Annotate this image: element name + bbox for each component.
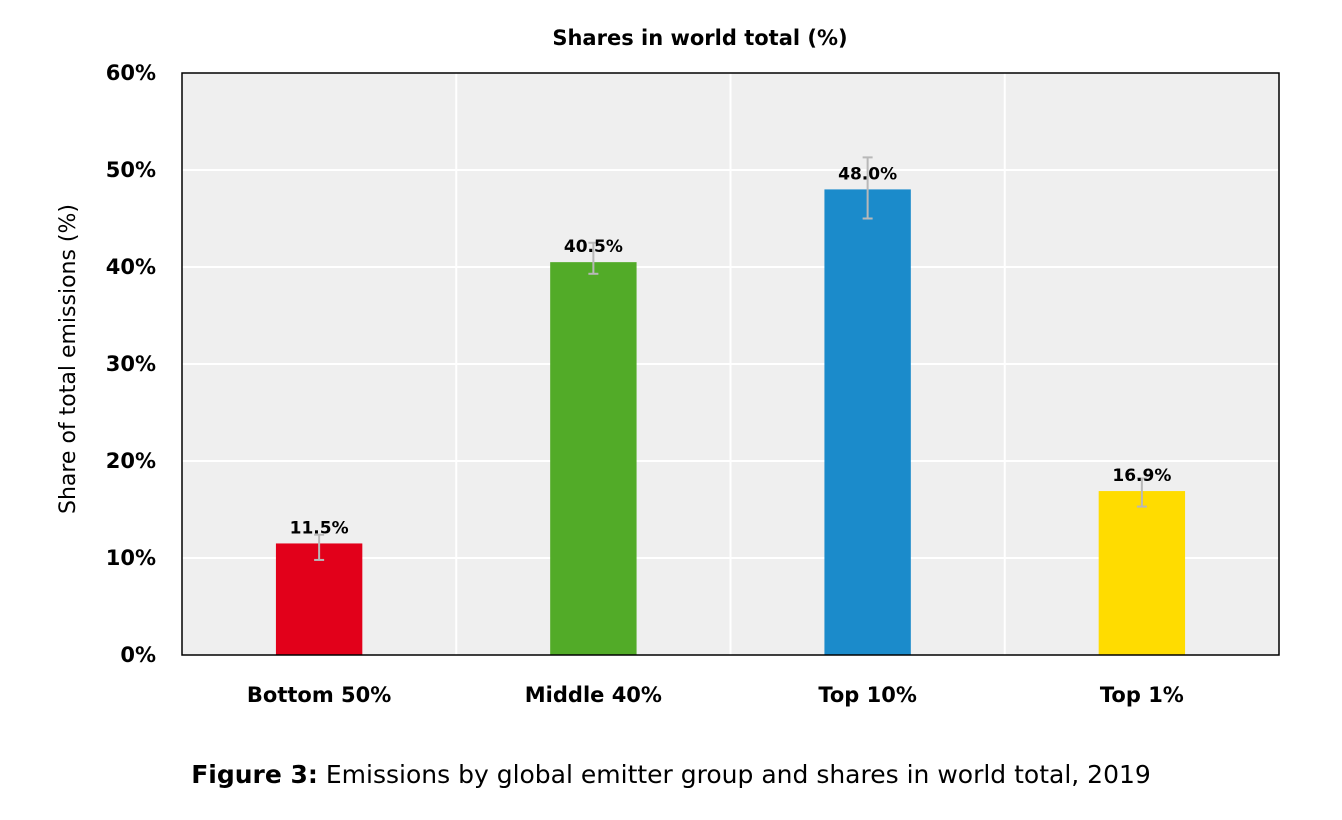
y-axis-label: Share of total emissions (%) (56, 204, 81, 514)
plot-border (181, 72, 1280, 656)
caption-lead: Figure 3: (191, 760, 318, 789)
data-label: 48.0% (838, 164, 897, 184)
y-tick-label: 20% (106, 449, 156, 473)
y-tick-label: 10% (106, 546, 156, 570)
data-label: 16.9% (1112, 466, 1171, 486)
chart-title: Shares in world total (%) (552, 26, 847, 50)
bar (550, 262, 637, 655)
y-axis-ticks: 0% 10% 20% 30% 40% 50% 60% (106, 61, 156, 667)
x-tick-label: Middle 40% (525, 683, 662, 707)
x-tick-label: Top 10% (818, 683, 917, 707)
bar (275, 543, 363, 655)
data-label: 40.5% (564, 237, 623, 257)
data-labels: 11.5% 40.5% 48.0% 16.9% (290, 164, 1172, 538)
bar (824, 189, 911, 655)
bars (275, 189, 1186, 655)
y-tick-label: 60% (106, 61, 156, 85)
y-tick-label: 40% (106, 255, 156, 279)
x-tick-label: Top 1% (1100, 683, 1184, 707)
figure-caption: Figure 3: Emissions by global emitter gr… (0, 760, 1342, 789)
bar (1098, 491, 1186, 655)
caption-text: Emissions by global emitter group and sh… (317, 760, 1151, 789)
x-axis-ticks: Bottom 50% Middle 40% Top 10% Top 1% (247, 683, 1184, 707)
y-tick-label: 0% (120, 643, 156, 667)
error-bars (314, 156, 1147, 561)
y-tick-label: 50% (106, 158, 156, 182)
gridlines (182, 73, 1279, 655)
x-tick-label: Bottom 50% (247, 683, 391, 707)
y-tick-label: 30% (106, 352, 156, 376)
bar-chart: 11.5% 40.5% 48.0% 16.9% 0% 10% 20% 30% 40% 50% 60… (56, 26, 1280, 707)
data-label: 11.5% (290, 518, 349, 538)
